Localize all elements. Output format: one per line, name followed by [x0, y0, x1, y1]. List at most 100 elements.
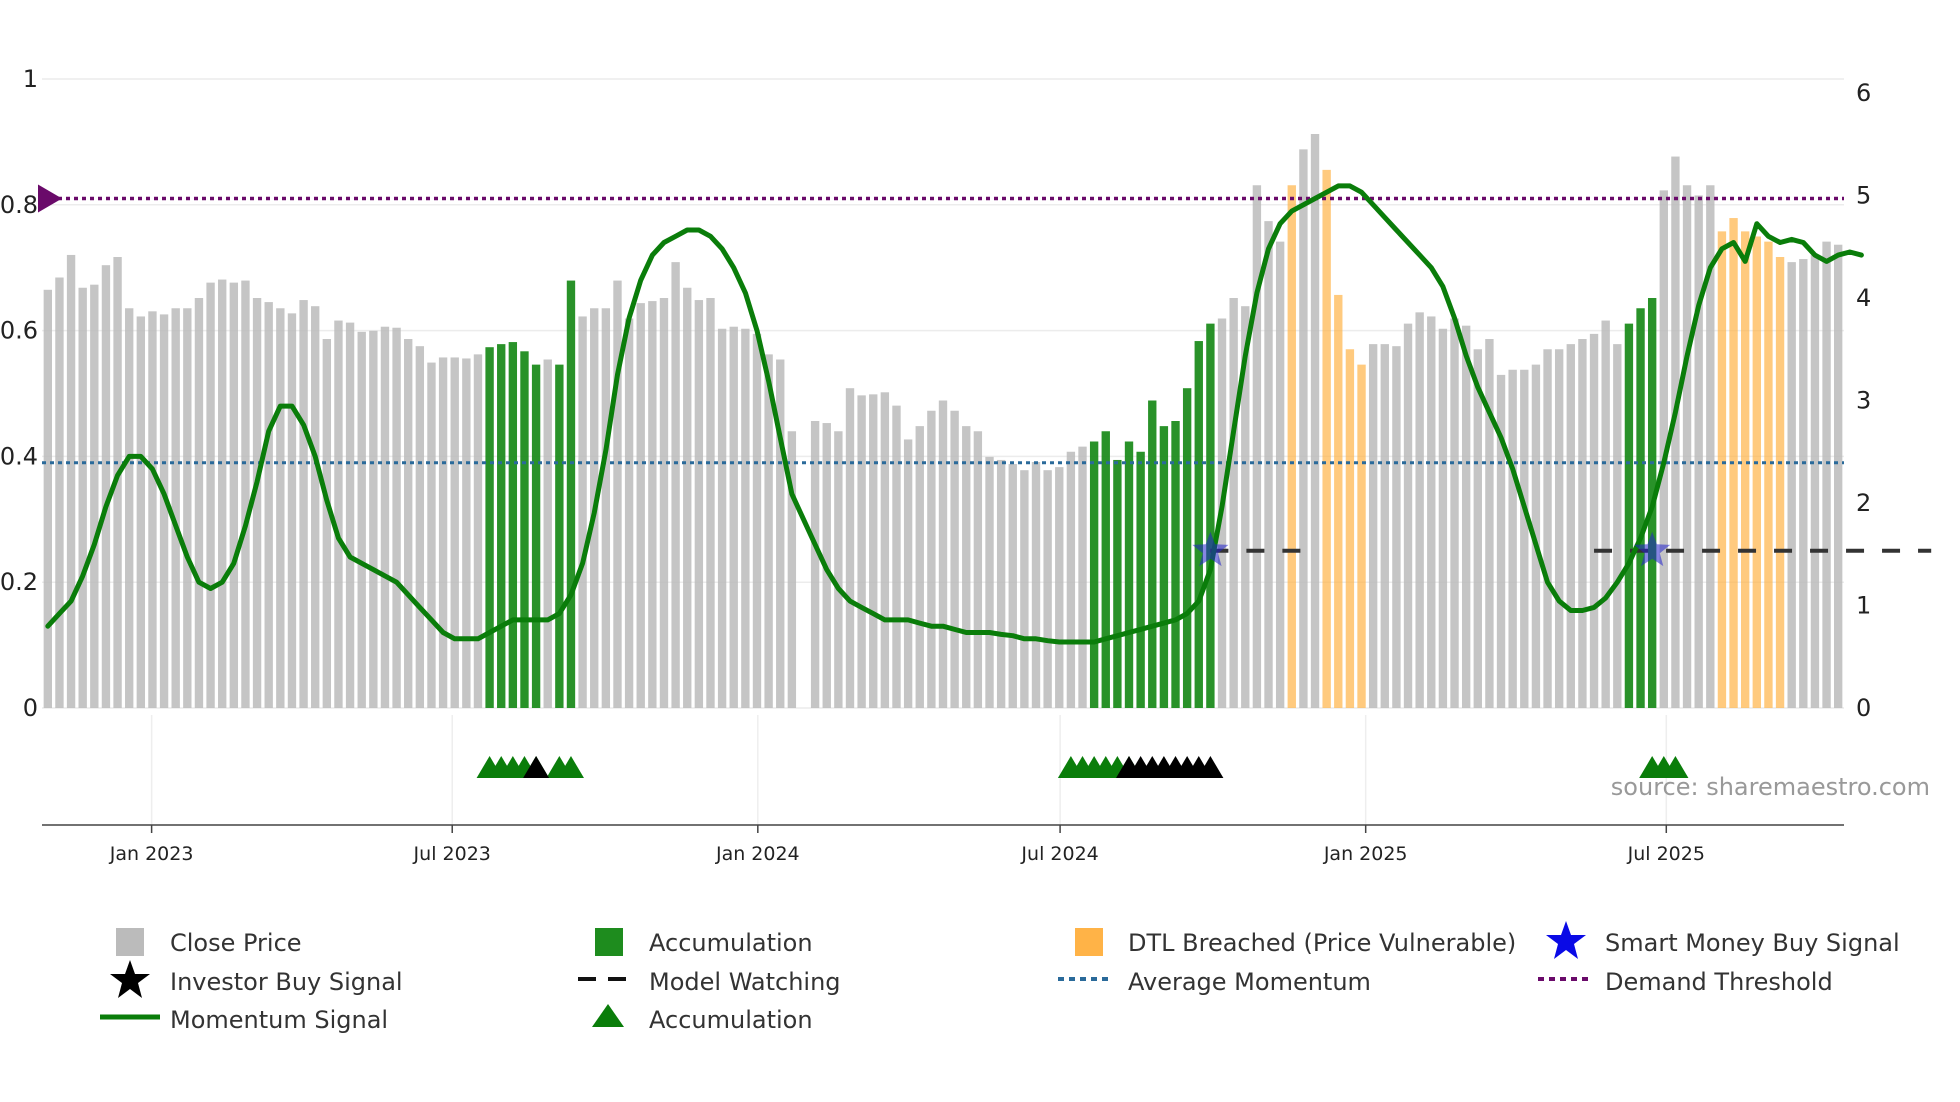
dtl-bar — [1717, 231, 1727, 708]
close-price-bar — [1706, 185, 1715, 708]
close-price-bar — [601, 308, 611, 708]
legend-investor-star-icon — [110, 960, 150, 998]
accumulation-bar — [520, 351, 529, 708]
close-price-bar — [1450, 318, 1459, 708]
dtl-bar — [1740, 231, 1750, 708]
legend-item-accumulation-marker: Accumulation — [592, 1004, 813, 1034]
legend-label-model-watching: Model Watching — [649, 968, 841, 996]
x-tick-label: Jan 2023 — [109, 843, 194, 865]
close-price-bar — [1799, 259, 1808, 708]
close-price-bar — [1043, 470, 1052, 708]
close-price-bar — [66, 254, 76, 708]
legend-item-close-price: Close Price — [116, 928, 302, 957]
dtl-bar — [1345, 349, 1355, 708]
close-price-bar — [1473, 349, 1482, 708]
accumulation-bar — [485, 347, 494, 708]
right-tick-label: 3 — [1856, 387, 1871, 415]
close-price-bar — [938, 400, 948, 708]
x-tick-label: Jan 2025 — [1323, 843, 1408, 865]
close-price-bar — [1787, 262, 1796, 708]
close-price-bar — [613, 280, 622, 708]
close-price-bar — [415, 346, 425, 708]
close-price-bar — [1299, 149, 1308, 708]
left-tick-label: 1 — [23, 65, 38, 93]
right-tick-label: 0 — [1856, 694, 1871, 722]
accumulation-bar — [1182, 388, 1192, 708]
close-price-bar — [1554, 349, 1564, 708]
accumulation-triangle — [1662, 756, 1689, 778]
momentum-line — [45, 183, 1864, 645]
close-price-bar — [241, 280, 250, 708]
close-price-bar — [276, 308, 285, 708]
dtl-bar — [1322, 169, 1331, 708]
legend-accumulation-triangle-icon — [592, 1004, 624, 1027]
legend-label-avg-momentum: Average Momentum — [1128, 968, 1371, 996]
close-price-bar — [171, 308, 180, 708]
close-price-bar — [252, 298, 262, 708]
legend-item-investor: Investor Buy Signal — [110, 960, 403, 998]
close-price-bar — [1241, 306, 1250, 708]
dtl-bar — [1334, 294, 1343, 708]
legend-label-dtl: DTL Breached (Price Vulnerable) — [1128, 929, 1516, 957]
close-price-bar — [1310, 134, 1320, 708]
close-price-bar — [1566, 344, 1575, 708]
close-price-bar — [345, 322, 355, 708]
legend-swatch-accumulation-bar — [595, 928, 623, 956]
close-price-bar — [1415, 312, 1424, 708]
close-price-bar — [950, 410, 959, 708]
close-price-bar — [636, 303, 645, 708]
close-price-bar — [101, 265, 111, 708]
dtl-bar — [1752, 236, 1761, 708]
close-price-bar — [1078, 446, 1087, 708]
left-tick-label: 0.8 — [0, 191, 38, 219]
x-tick-label: Jul 2024 — [1020, 843, 1098, 865]
close-price-bar — [1694, 195, 1703, 708]
accumulation-bar — [1101, 431, 1110, 708]
close-price-bar — [55, 277, 64, 708]
source-label: source: sharemaestro.com — [1611, 773, 1930, 801]
close-price-bar — [322, 339, 332, 708]
close-price-bar — [1601, 320, 1610, 708]
close-price-bar — [1380, 344, 1389, 708]
close-price-bar — [1822, 241, 1831, 708]
close-price-bar — [1392, 346, 1401, 708]
legend-swatch-close-price — [116, 928, 144, 956]
close-price-bar — [1589, 333, 1599, 708]
right-tick-label: 6 — [1856, 79, 1871, 107]
close-price-bar — [392, 327, 401, 708]
left-tick-label: 0.2 — [0, 568, 38, 596]
close-price-bar — [1543, 349, 1552, 708]
close-price-bar — [962, 426, 971, 708]
accumulation-bar — [566, 280, 576, 708]
close-price-bar — [787, 431, 797, 708]
signal-markers — [476, 531, 1689, 778]
investor-triangle — [523, 756, 550, 778]
close-price-bar — [1020, 470, 1029, 708]
close-price-bar — [776, 359, 785, 708]
right-tick-label: 5 — [1856, 182, 1871, 210]
close-price-bar — [90, 284, 99, 708]
close-price-bar — [903, 439, 913, 708]
close-price-bar — [1008, 464, 1017, 708]
dtl-bar — [1357, 364, 1366, 708]
legend-label-accumulation-bar: Accumulation — [649, 929, 813, 957]
close-price-bar — [694, 300, 704, 708]
close-price-bar — [1264, 221, 1273, 708]
close-price-bar — [1578, 339, 1587, 708]
close-price-bar — [311, 306, 320, 708]
legend-label-close-price: Close Price — [170, 929, 302, 957]
close-price-bar — [380, 326, 390, 708]
close-price-bar — [648, 301, 657, 708]
close-price-bar — [438, 357, 448, 708]
legend-label-smart-money: Smart Money Buy Signal — [1605, 929, 1900, 957]
close-price-bar — [915, 426, 924, 708]
close-price-bar — [741, 328, 750, 708]
dtl-bar — [1775, 257, 1785, 708]
accumulation-bar — [1136, 451, 1145, 708]
accumulation-bar — [1159, 426, 1169, 708]
close-price-bar — [543, 359, 552, 708]
close-price-bar — [892, 405, 901, 708]
close-price-bar — [1834, 244, 1843, 708]
close-price-bar — [729, 326, 738, 708]
close-price-bar — [1252, 185, 1262, 708]
